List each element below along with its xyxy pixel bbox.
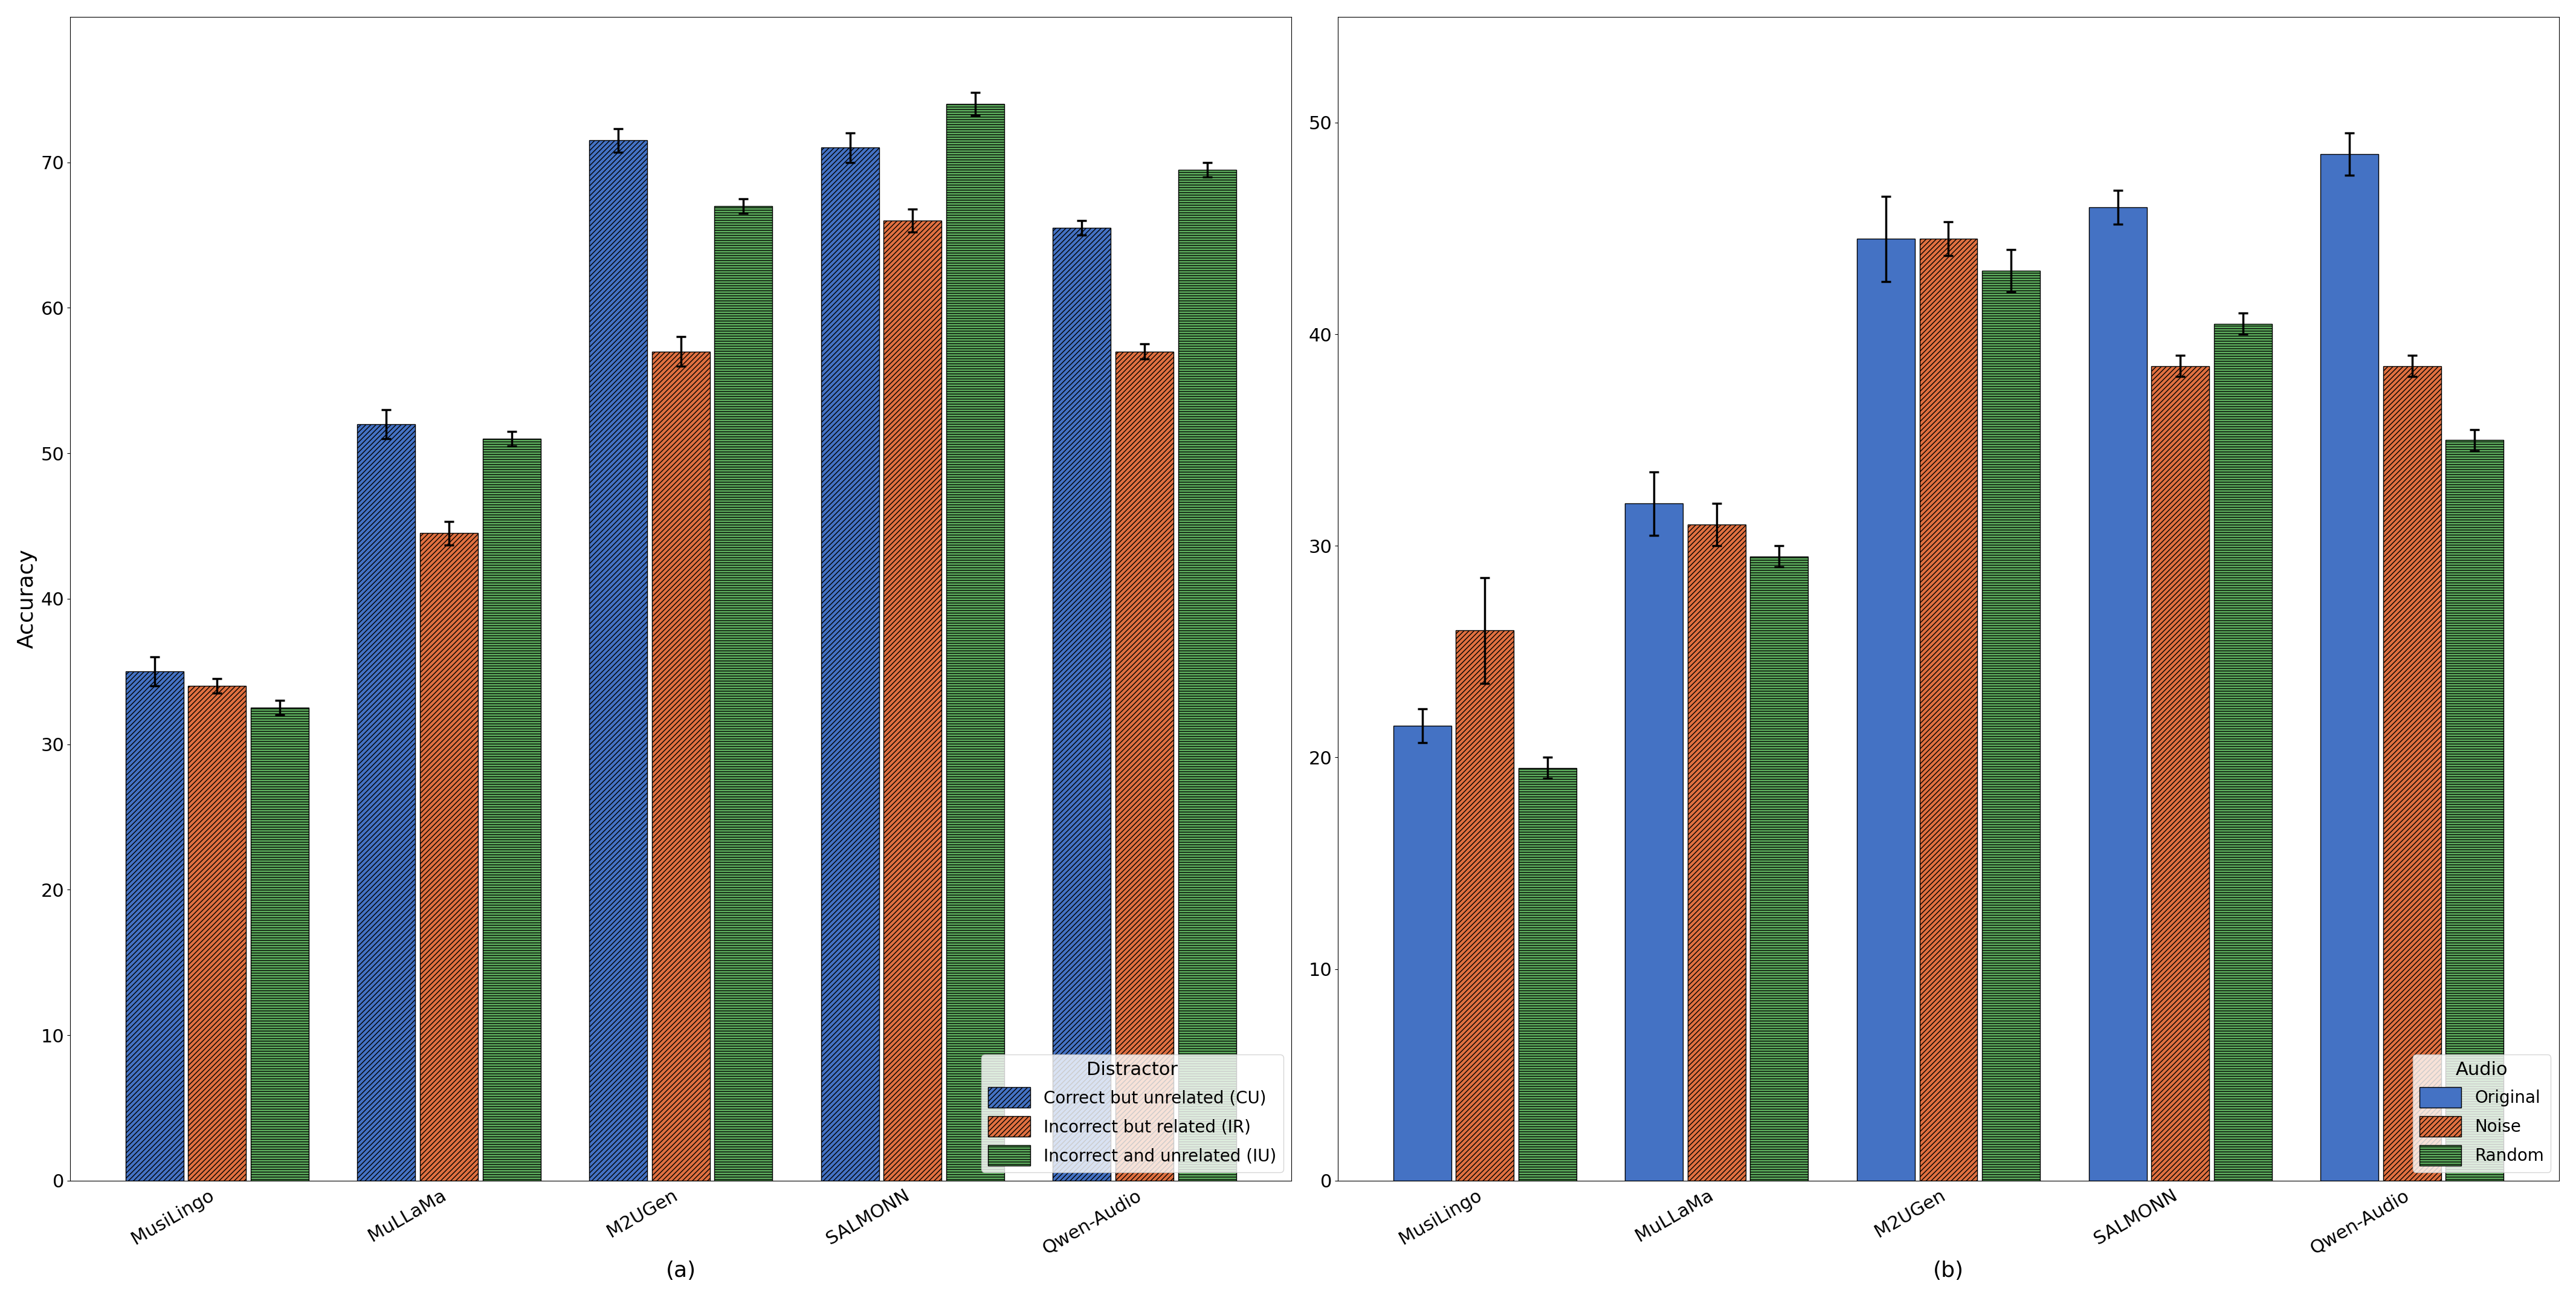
Legend: Original, Noise, Random: Original, Noise, Random xyxy=(2414,1055,2550,1172)
Bar xyxy=(2089,208,2146,1181)
Bar xyxy=(2383,366,2442,1181)
Bar xyxy=(1857,239,1914,1181)
Bar xyxy=(1394,726,1450,1181)
Bar xyxy=(1054,227,1110,1181)
Bar xyxy=(188,687,247,1181)
Bar xyxy=(1919,239,1978,1181)
Bar xyxy=(2321,154,2378,1181)
Bar xyxy=(590,140,647,1181)
Bar xyxy=(884,221,943,1181)
Bar xyxy=(126,671,183,1181)
Bar xyxy=(1687,524,1747,1181)
X-axis label: (a): (a) xyxy=(665,1260,696,1281)
Bar xyxy=(652,352,711,1181)
Bar xyxy=(1177,170,1236,1181)
Bar xyxy=(250,707,309,1181)
Bar xyxy=(1625,504,1682,1181)
X-axis label: (b): (b) xyxy=(1932,1260,1963,1281)
Legend: Correct but unrelated (CU), Incorrect but related (IR), Incorrect and unrelated : Correct but unrelated (CU), Incorrect bu… xyxy=(981,1055,1283,1172)
Bar xyxy=(1455,631,1515,1181)
Bar xyxy=(945,104,1005,1181)
Y-axis label: Accuracy: Accuracy xyxy=(18,549,36,649)
Bar xyxy=(2445,440,2504,1181)
Bar xyxy=(1981,271,2040,1181)
Bar xyxy=(482,439,541,1181)
Bar xyxy=(358,424,415,1181)
Bar xyxy=(822,148,878,1181)
Bar xyxy=(714,206,773,1181)
Bar xyxy=(2213,323,2272,1181)
Bar xyxy=(1115,352,1175,1181)
Bar xyxy=(1749,557,1808,1181)
Bar xyxy=(1517,768,1577,1181)
Bar xyxy=(420,533,479,1181)
Bar xyxy=(2151,366,2210,1181)
